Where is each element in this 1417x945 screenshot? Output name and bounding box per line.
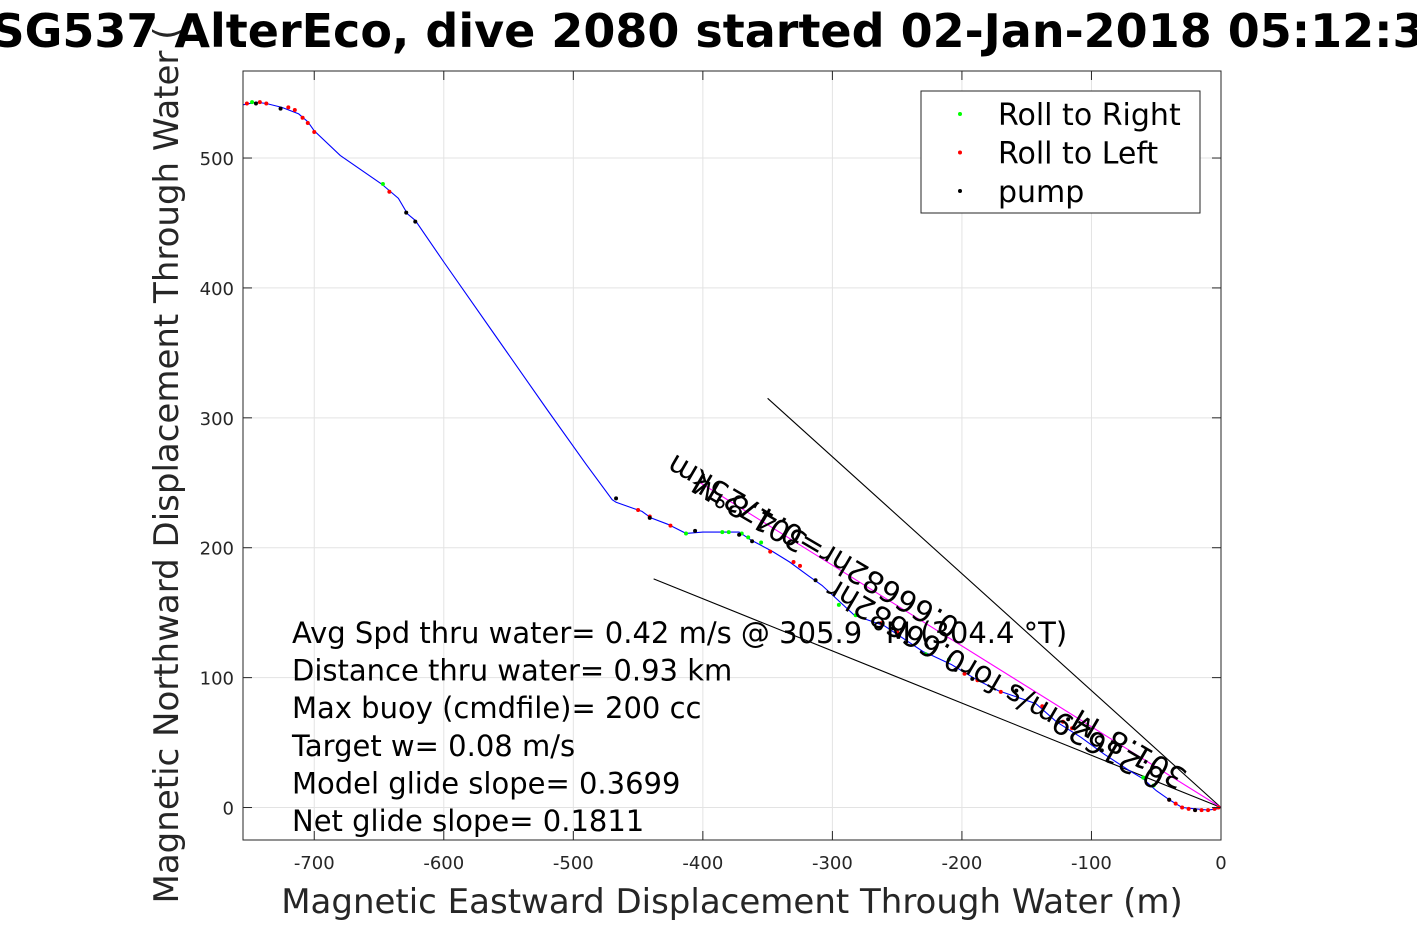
x-tick-label: -300: [812, 853, 853, 874]
reference-line-net: [653, 578, 1222, 809]
x-tick-label: -400: [682, 853, 723, 874]
legend-label: pump: [998, 175, 1084, 210]
point-roll-to-right: [746, 535, 751, 540]
plot-frame: [242, 70, 1222, 841]
legend-marker-roll-to-left: [958, 150, 962, 155]
point-pump: [953, 667, 958, 672]
x-tick-label: 0: [1215, 853, 1226, 874]
point-pump: [413, 219, 418, 224]
stat-line: Model glide slope= 0.3699: [292, 766, 680, 800]
point-roll-to-left: [879, 621, 884, 626]
point-pump: [693, 528, 698, 533]
stat-line: Distance thru water= 0.93 km: [292, 654, 732, 688]
stat-line: Max buoy (cmdfile)= 200 cc: [292, 691, 701, 725]
point-roll-to-left: [1070, 726, 1075, 731]
point-roll-to-left: [244, 101, 249, 106]
y-tick-label: 300: [200, 409, 234, 430]
x-axis-label: Magnetic Eastward Displacement Through W…: [281, 882, 1183, 922]
point-roll-to-left: [798, 563, 803, 568]
x-tick-label: -600: [423, 853, 464, 874]
point-roll-to-right: [720, 530, 725, 535]
point-pump: [1014, 688, 1019, 693]
stat-line: Net glide slope= 0.1811: [292, 804, 644, 838]
reference-line-current: [767, 397, 1222, 808]
point-roll-to-left: [286, 105, 291, 110]
y-tick-label: 200: [200, 539, 234, 560]
point-roll-to-right: [946, 657, 951, 662]
point-pump: [647, 515, 652, 520]
point-roll-to-left: [292, 107, 297, 112]
point-pump: [1167, 797, 1172, 802]
point-pump: [404, 210, 409, 215]
point-pump: [750, 539, 755, 544]
legend-box: [920, 90, 1201, 214]
point-roll-to-right: [1141, 775, 1146, 780]
point-roll-to-right: [923, 652, 928, 657]
point-roll-to-left: [668, 523, 673, 528]
point-roll-to-left: [975, 678, 980, 683]
stats-block: Avg Spd thru water= 0.42 m/s @ 305.9 °M …: [291, 616, 1067, 838]
chart-title: SG537 AlterEco, dive 2080 started 02-Jan…: [0, 4, 1417, 58]
point-pump: [813, 578, 818, 583]
legend-marker-roll-to-right: [958, 112, 962, 116]
stat-line: Avg Spd thru water= 0.42 m/s @ 305.9 °M …: [292, 616, 1067, 650]
reference-line-dive-average: [699, 482, 1222, 808]
point-roll-to-left: [895, 630, 900, 635]
x-tick-label: -200: [941, 853, 982, 874]
point-pump: [253, 101, 258, 106]
x-tick-label: -700: [294, 853, 335, 874]
point-pump: [1066, 717, 1071, 722]
point-roll-to-right: [684, 531, 689, 536]
point-roll-to-left: [1173, 801, 1178, 806]
point-roll-to-left: [768, 549, 773, 554]
point-roll-to-left: [305, 120, 310, 125]
point-roll-to-left: [636, 508, 641, 513]
y-tick-label: 500: [200, 149, 234, 170]
point-roll-to-left: [257, 100, 262, 105]
point-roll-to-right: [726, 530, 731, 535]
x-tick-label: -100: [1071, 853, 1112, 874]
point-roll-to-left: [998, 689, 1003, 694]
legend-marker-pump: [958, 189, 962, 193]
stat-line: Target w= 0.08 m/s: [291, 729, 575, 763]
point-roll-to-right: [380, 182, 385, 187]
point-pump: [614, 496, 619, 501]
point-roll-to-left: [264, 101, 269, 106]
point-roll-to-left: [312, 130, 317, 135]
point-pump: [891, 626, 896, 631]
point-roll-to-left: [962, 671, 967, 676]
point-pump: [737, 532, 742, 537]
legend-label: Roll to Left: [998, 137, 1158, 172]
y-axis-label: Magnetic Northward Displacement Through …: [147, 27, 187, 904]
y-tick-label: 400: [200, 279, 234, 300]
legend-label: Roll to Right: [998, 98, 1181, 133]
point-pump: [1099, 748, 1104, 753]
y-tick-label: 100: [200, 669, 234, 690]
axis-ticks: -700 -600 -500 -400 -300 -200 -100 0 0 100 200 300 4…: [200, 71, 1227, 874]
y-tick-label: 0: [223, 799, 234, 820]
point-roll-to-right: [836, 602, 841, 607]
point-pump: [970, 676, 975, 681]
point-roll-to-left: [791, 560, 796, 565]
point-roll-to-left: [1186, 806, 1191, 811]
point-pump: [278, 106, 283, 111]
point-roll-to-left: [300, 115, 305, 120]
point-roll-to-left: [1199, 808, 1204, 813]
point-roll-to-right: [759, 540, 764, 545]
point-roll-to-left: [1060, 719, 1065, 724]
point-roll-to-right: [1151, 783, 1156, 788]
point-roll-to-right: [250, 100, 255, 105]
data-layer: [242, 100, 1222, 813]
point-roll-to-left: [1180, 805, 1185, 810]
x-tick-label: -500: [553, 853, 594, 874]
point-roll-to-left: [387, 189, 392, 194]
point-pump: [1193, 808, 1198, 813]
point-roll-to-left: [1040, 704, 1045, 709]
point-roll-to-right: [853, 613, 858, 618]
point-roll-to-left: [1206, 808, 1211, 813]
